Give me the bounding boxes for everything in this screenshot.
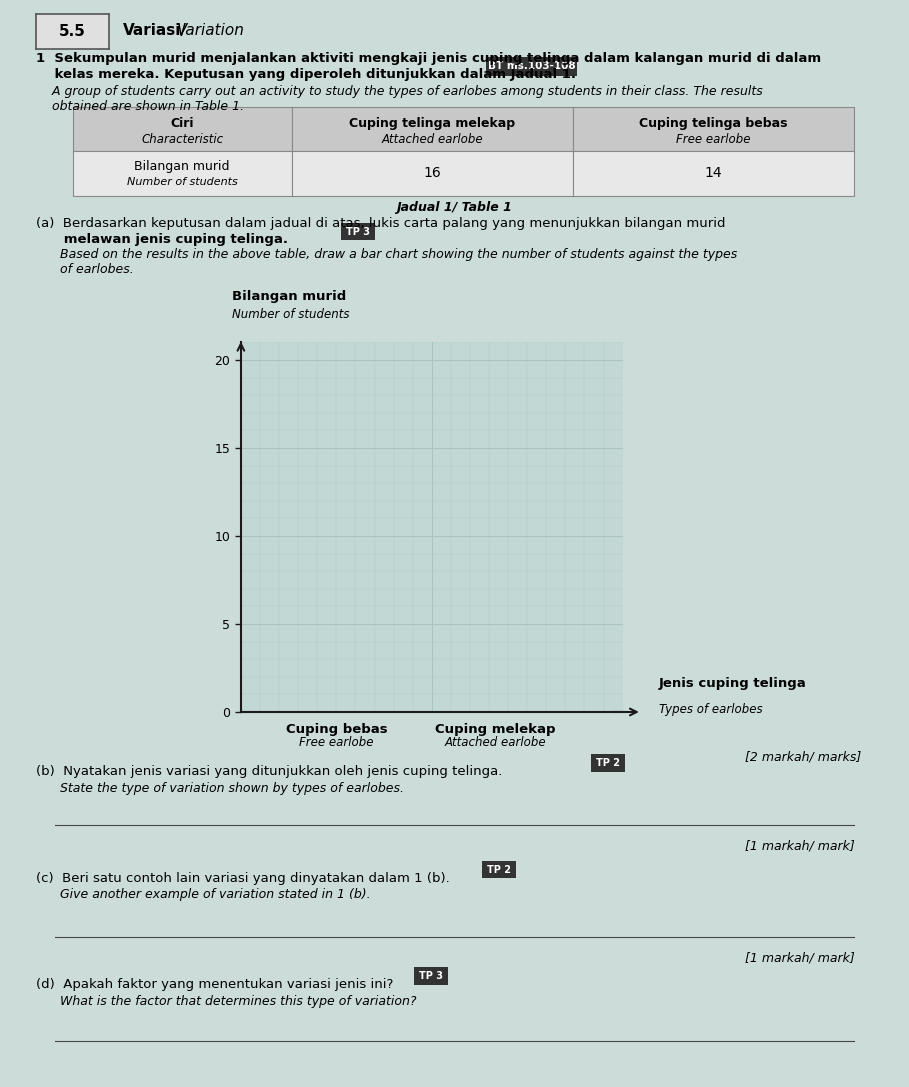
Text: Cuping telinga melekap: Cuping telinga melekap: [349, 117, 515, 130]
Text: Ciri: Ciri: [170, 117, 194, 130]
Text: [1 markah/ mark]: [1 markah/ mark]: [745, 951, 855, 964]
Text: (c)  Beri satu contoh lain variasi yang dinyatakan dalam 1 (b).: (c) Beri satu contoh lain variasi yang d…: [36, 872, 450, 885]
Text: BT ms.103-108: BT ms.103-108: [488, 61, 575, 72]
Text: obtained are shown in Table 1.: obtained are shown in Table 1.: [36, 100, 245, 113]
Text: A group of students carry out an activity to study the types of earlobes among s: A group of students carry out an activit…: [36, 85, 764, 98]
Text: TP 2: TP 2: [487, 864, 511, 875]
Text: Number of students: Number of students: [232, 308, 349, 321]
Text: [1 markah/ mark]: [1 markah/ mark]: [745, 839, 855, 852]
Text: Free earlobe: Free earlobe: [299, 736, 374, 749]
Text: TP 3: TP 3: [346, 226, 370, 237]
Text: TP 2: TP 2: [596, 758, 620, 769]
Text: [2 markah/ marks]: [2 markah/ marks]: [745, 750, 862, 763]
Text: Bilangan murid: Bilangan murid: [232, 290, 346, 303]
Text: Based on the results in the above table, draw a bar chart showing the number of : Based on the results in the above table,…: [36, 248, 737, 261]
Text: (a)  Berdasarkan keputusan dalam jadual di atas, lukis carta palang yang menunju: (a) Berdasarkan keputusan dalam jadual d…: [36, 217, 726, 230]
FancyBboxPatch shape: [292, 107, 573, 151]
Text: of earlobes.: of earlobes.: [36, 263, 135, 276]
Text: Cuping telinga bebas: Cuping telinga bebas: [640, 117, 788, 130]
Text: Bilangan murid: Bilangan murid: [135, 160, 230, 173]
FancyBboxPatch shape: [292, 151, 573, 196]
Text: Number of students: Number of students: [126, 177, 237, 187]
Text: kelas mereka. Keputusan yang diperoleh ditunjukkan dalam Jadual 1.: kelas mereka. Keputusan yang diperoleh d…: [36, 68, 576, 82]
Text: (d)  Apakah faktor yang menentukan variasi jenis ini?: (d) Apakah faktor yang menentukan varias…: [36, 978, 394, 991]
Text: (b)  Nyatakan jenis variasi yang ditunjukkan oleh jenis cuping telinga.: (b) Nyatakan jenis variasi yang ditunjuk…: [36, 765, 503, 778]
Text: State the type of variation shown by types of earlobes.: State the type of variation shown by typ…: [36, 782, 405, 795]
Text: TP 3: TP 3: [419, 971, 443, 982]
Text: Types of earlobes: Types of earlobes: [659, 703, 763, 716]
Text: Attached earlobe: Attached earlobe: [382, 133, 483, 146]
Text: Jadual 1/ Table 1: Jadual 1/ Table 1: [396, 201, 513, 214]
FancyBboxPatch shape: [573, 151, 854, 196]
Text: Characteristic: Characteristic: [141, 133, 224, 146]
Text: 1  Sekumpulan murid menjalankan aktiviti mengkaji jenis cuping telinga dalam kal: 1 Sekumpulan murid menjalankan aktiviti …: [36, 52, 822, 65]
FancyBboxPatch shape: [73, 107, 292, 151]
Text: Variation: Variation: [177, 23, 245, 38]
Text: melawan jenis cuping telinga.: melawan jenis cuping telinga.: [36, 233, 288, 246]
Text: 14: 14: [705, 166, 723, 180]
FancyBboxPatch shape: [573, 107, 854, 151]
Text: Give another example of variation stated in 1 (b).: Give another example of variation stated…: [36, 888, 371, 901]
Text: Cuping melekap: Cuping melekap: [435, 723, 555, 736]
Text: Variasi/: Variasi/: [123, 23, 186, 38]
Text: Free earlobe: Free earlobe: [676, 133, 751, 146]
Text: Attached earlobe: Attached earlobe: [445, 736, 546, 749]
Text: Jenis cuping telinga: Jenis cuping telinga: [659, 677, 807, 690]
Text: What is the factor that determines this type of variation?: What is the factor that determines this …: [36, 995, 417, 1008]
Text: 5.5: 5.5: [59, 24, 86, 39]
Text: 16: 16: [424, 166, 441, 180]
FancyBboxPatch shape: [73, 151, 292, 196]
Text: Cuping bebas: Cuping bebas: [285, 723, 387, 736]
